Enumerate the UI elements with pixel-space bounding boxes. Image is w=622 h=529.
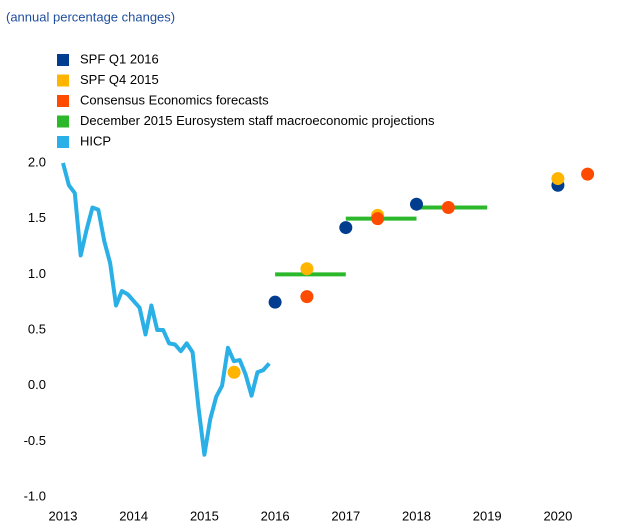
hicp-line — [61, 162, 271, 457]
y-tick-label: -0.5 — [24, 433, 46, 448]
legend-swatch — [57, 115, 69, 128]
forecast-dot — [339, 221, 353, 235]
y-tick-label: 0.0 — [28, 377, 46, 392]
legend-label: HICP — [80, 133, 111, 148]
forecast-dot — [410, 197, 424, 211]
x-tick-label: 2018 — [402, 508, 431, 523]
legend-swatch — [57, 136, 69, 148]
legend-label: SPF Q4 2015 — [80, 72, 159, 87]
legend-swatch — [57, 95, 69, 107]
forecast-dot — [551, 172, 565, 186]
x-tick-label: 2014 — [119, 508, 148, 523]
x-tick-label: 2015 — [190, 508, 219, 523]
legend-swatch — [57, 54, 69, 66]
legend-swatch — [57, 74, 69, 87]
y-tick-label: -1.0 — [24, 488, 46, 503]
forecast-dot — [268, 295, 282, 309]
y-tick-label: 0.5 — [28, 321, 46, 336]
y-tick-label: 1.0 — [28, 266, 46, 281]
legend-label: SPF Q1 2016 — [80, 51, 159, 66]
x-tick-label: 2013 — [49, 508, 78, 523]
x-tick-label: 2020 — [543, 508, 572, 523]
chart-subtitle: (annual percentage changes) — [6, 9, 175, 24]
forecast-dot — [227, 365, 241, 379]
legend-label: December 2015 Eurosystem staff macroecon… — [80, 113, 435, 128]
y-tick-label: 2.0 — [28, 154, 46, 169]
forecast-dot — [300, 290, 314, 304]
forecast-dot — [581, 167, 595, 181]
x-tick-label: 2019 — [473, 508, 502, 523]
x-tick-label: 2017 — [331, 508, 360, 523]
forecast-dot — [441, 201, 455, 215]
forecast-dot — [300, 262, 314, 276]
y-tick-label: 1.5 — [28, 210, 46, 225]
legend-label: Consensus Economics forecasts — [80, 92, 269, 107]
forecast-dot — [371, 212, 385, 226]
x-tick-label: 2016 — [261, 508, 290, 523]
